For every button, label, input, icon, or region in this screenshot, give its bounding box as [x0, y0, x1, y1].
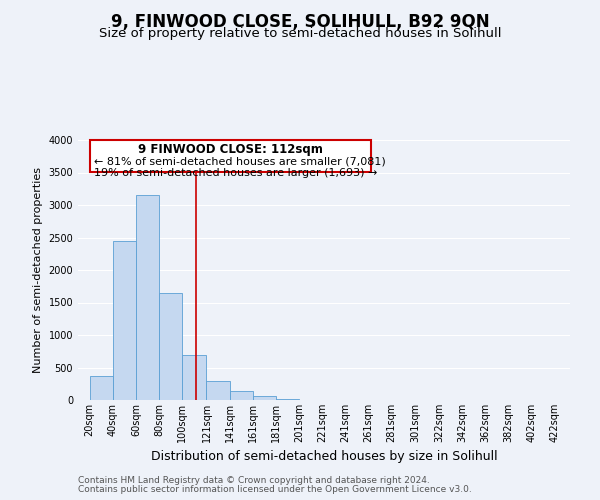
Text: Contains HM Land Registry data © Crown copyright and database right 2024.: Contains HM Land Registry data © Crown c… [78, 476, 430, 485]
Text: 9, FINWOOD CLOSE, SOLIHULL, B92 9QN: 9, FINWOOD CLOSE, SOLIHULL, B92 9QN [110, 12, 490, 30]
X-axis label: Distribution of semi-detached houses by size in Solihull: Distribution of semi-detached houses by … [151, 450, 497, 464]
Bar [113, 241, 136, 400]
Text: ← 81% of semi-detached houses are smaller (7,081): ← 81% of semi-detached houses are smalle… [94, 156, 386, 166]
Text: 9 FINWOOD CLOSE: 112sqm: 9 FINWOOD CLOSE: 112sqm [138, 142, 323, 156]
Bar [182, 354, 206, 400]
Bar [230, 391, 253, 400]
Bar [253, 396, 276, 400]
Bar [89, 376, 113, 400]
Bar [276, 398, 299, 400]
Bar [159, 292, 182, 400]
Bar [136, 195, 159, 400]
Bar [206, 380, 230, 400]
Y-axis label: Number of semi-detached properties: Number of semi-detached properties [33, 167, 43, 373]
Text: Contains public sector information licensed under the Open Government Licence v3: Contains public sector information licen… [78, 485, 472, 494]
Text: Size of property relative to semi-detached houses in Solihull: Size of property relative to semi-detach… [99, 28, 501, 40]
Text: 19% of semi-detached houses are larger (1,693) →: 19% of semi-detached houses are larger (… [94, 168, 378, 177]
